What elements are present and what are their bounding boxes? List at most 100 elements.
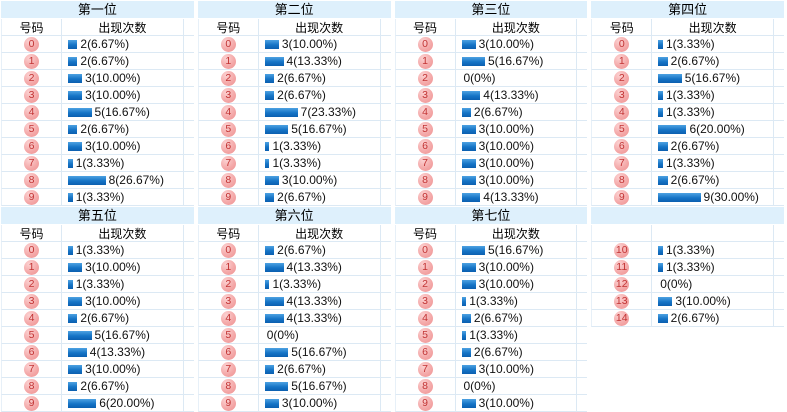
table-row: 0 1(3.33%) [591, 36, 784, 53]
count-cell: 1(3.33%) [652, 104, 774, 120]
count-label: 5(16.67%) [488, 54, 544, 68]
filler-cell [381, 378, 391, 394]
frequency-bar [264, 141, 270, 151]
count-label: 1(3.33%) [665, 105, 715, 119]
count-label: 4(13.33%) [483, 190, 539, 204]
count-cell: 3(10.00%) [456, 155, 578, 171]
table-row: 9 2(6.67%) [197, 189, 391, 206]
count-cell: 2(6.67%) [652, 172, 774, 188]
number-cell: 8 [2, 378, 62, 394]
table-row: 2 3(10.00%) [394, 276, 588, 293]
filler-cell [577, 361, 587, 377]
count-cell: 4(13.33%) [456, 87, 578, 103]
number-column-header: 号码 [199, 225, 259, 241]
frequency-bar [461, 313, 471, 323]
frequency-bar [658, 124, 687, 134]
number-cell: 9 [199, 189, 259, 205]
table-row: 3 3(10.00%) [1, 87, 194, 104]
filler-cell [577, 53, 587, 69]
count-label: 1(3.33%) [272, 277, 322, 291]
filler-cell [184, 395, 194, 411]
count-label: 6(20.00%) [99, 396, 155, 410]
count-label: 3(10.00%) [478, 260, 534, 274]
count-cell: 5(16.67%) [456, 242, 578, 258]
count-label: 2(6.67%) [277, 71, 326, 85]
frequency-bar [68, 73, 83, 83]
filler-cell [577, 189, 587, 205]
count-label: 0(0%) [463, 379, 496, 393]
filler-cell [184, 310, 194, 326]
frequency-bar [658, 90, 663, 100]
number-cell: 10 [592, 242, 653, 258]
number-ball: 7 [24, 361, 39, 377]
count-label: 2(6.67%) [277, 88, 326, 102]
count-cell: 5(16.67%) [652, 70, 774, 86]
count-cell: 1(3.33%) [259, 138, 381, 154]
frequency-table: 号码 出现次数 0 1(3.33%) 1 3(10.00%) 2 [1, 225, 194, 412]
filler-cell [184, 53, 194, 69]
table-row: 9 9(30.00%) [591, 189, 784, 206]
number-cell: 11 [592, 259, 653, 275]
filler-cell [381, 87, 391, 103]
filler-cell [774, 293, 784, 309]
position-section: 第六位 号码 出现次数 0 2(6.67%) 1 4(13.33%) [197, 206, 394, 412]
filler-cell [184, 138, 194, 154]
count-label: 4(13.33%) [286, 54, 342, 68]
count-label: 3(10.00%) [478, 277, 534, 291]
filler-cell [381, 53, 391, 69]
table-row: 5 0(0%) [197, 327, 391, 344]
section-title: 第四位 [591, 1, 784, 18]
number-ball: 1 [220, 53, 236, 69]
column-header-row: 号码 出现次数 [394, 225, 588, 242]
frequency-bar [461, 90, 481, 100]
count-cell: 2(6.67%) [456, 344, 578, 360]
number-cell: 12 [592, 276, 653, 292]
number-ball: 4 [614, 104, 630, 120]
filler-cell [184, 87, 194, 103]
count-cell: 1(3.33%) [62, 242, 184, 258]
table-row: 4 5(16.67%) [1, 104, 194, 121]
number-cell: 2 [396, 70, 456, 86]
number-ball: 2 [614, 70, 630, 86]
count-label: 5(16.67%) [488, 243, 544, 257]
table-row: 6 3(10.00%) [1, 138, 194, 155]
number-cell: 6 [592, 138, 653, 154]
number-cell: 1 [199, 53, 259, 69]
table-row: 4 2(6.67%) [394, 310, 588, 327]
filler-cell [184, 259, 194, 275]
count-cell: 3(10.00%) [62, 87, 184, 103]
number-cell: 8 [199, 378, 259, 394]
count-cell: 2(6.67%) [62, 121, 184, 137]
count-label: 3(10.00%) [281, 396, 338, 410]
table-row: 9 6(20.00%) [1, 395, 194, 412]
number-ball: 1 [24, 259, 39, 275]
filler-cell [184, 19, 194, 35]
frequency-bar [68, 107, 92, 117]
count-cell: 3(10.00%) [259, 36, 381, 52]
count-label: 5(16.67%) [291, 345, 347, 359]
table-row: 3 1(3.33%) [394, 293, 588, 310]
frequency-bar [68, 279, 73, 289]
filler-cell [381, 19, 391, 35]
frequency-bar [264, 381, 289, 391]
count-label: 1(3.33%) [75, 243, 125, 257]
count-label: 3(10.00%) [85, 260, 141, 274]
table-row: 2 2(6.67%) [197, 70, 391, 87]
number-ball: 1 [24, 53, 39, 69]
count-label: 5(16.67%) [94, 105, 150, 119]
position-section: 10 1(3.33%) 11 1(3.33%) 12 0(0%) 13 [590, 206, 787, 412]
number-cell: 2 [199, 70, 259, 86]
count-cell: 4(13.33%) [259, 293, 381, 309]
filler-cell [577, 259, 587, 275]
number-cell: 3 [2, 293, 62, 309]
count-cell: 4(13.33%) [259, 259, 381, 275]
number-cell: 6 [396, 138, 456, 154]
table-row: 9 1(3.33%) [1, 189, 194, 206]
number-cell: 9 [2, 395, 62, 411]
filler-cell [184, 276, 194, 292]
number-cell: 6 [396, 344, 456, 360]
number-ball: 6 [24, 344, 39, 360]
table-row: 5 1(3.33%) [394, 327, 588, 344]
filler-cell [577, 293, 587, 309]
